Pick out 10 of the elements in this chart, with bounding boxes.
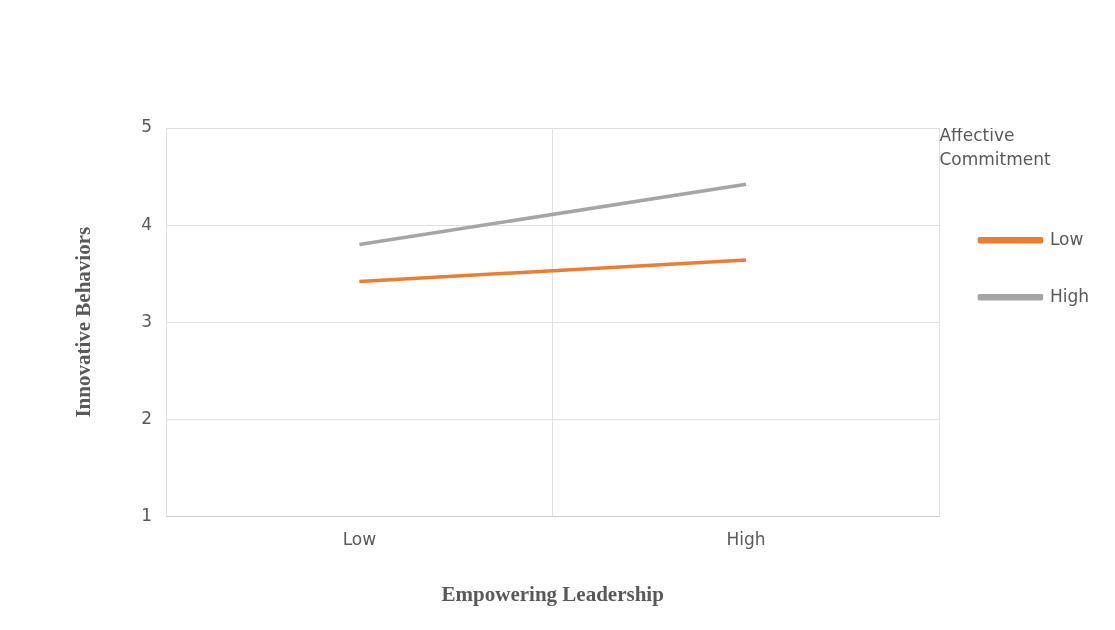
- y-tick-label: 3: [141, 310, 153, 331]
- y-tick-label: 2: [141, 407, 153, 428]
- y-tick-label: 1: [141, 504, 153, 525]
- legend-label: Low: [1049, 228, 1084, 249]
- legend-title: Affective Commitment: [939, 124, 1051, 169]
- legend-label: High: [1049, 285, 1090, 306]
- y-axis-title: Innovative Behaviors: [71, 226, 96, 418]
- y-tick-label: 4: [141, 213, 153, 234]
- y-tick-label: 5: [141, 116, 153, 137]
- x-axis-title: Empowering Leadership: [441, 581, 664, 606]
